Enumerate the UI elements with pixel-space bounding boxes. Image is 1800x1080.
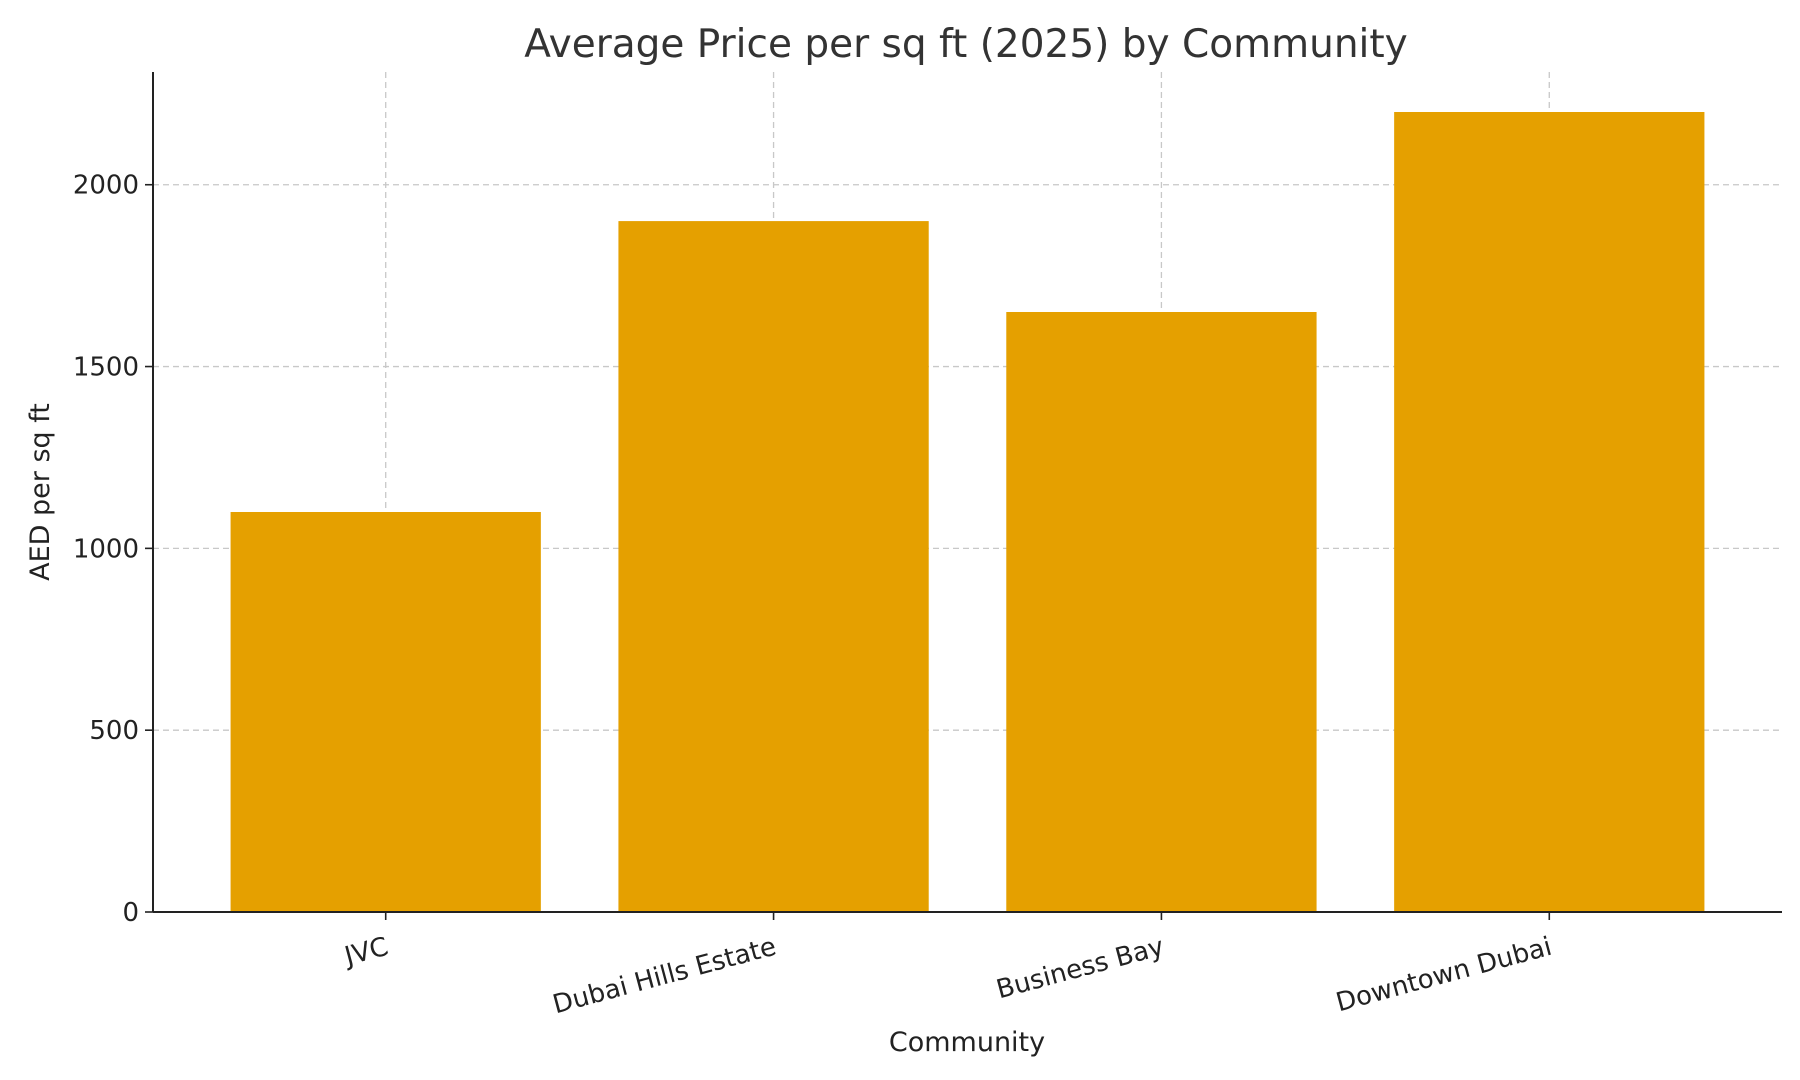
x-tick-label: JVC	[340, 932, 392, 973]
bar	[1006, 312, 1317, 912]
x-axis-label: Community	[889, 1027, 1045, 1058]
bars	[230, 112, 1705, 912]
y-tick-label: 2000	[73, 171, 139, 201]
y-axis-label: AED per sq ft	[25, 403, 56, 581]
axes	[152, 72, 1782, 913]
y-tick-label: 0	[122, 898, 139, 928]
bar	[618, 221, 929, 912]
y-ticks: 0 500 1000 1500 2000	[73, 171, 153, 928]
x-tick-label: Business Bay	[993, 932, 1167, 1006]
y-tick-label: 500	[89, 716, 139, 746]
bar	[1394, 112, 1705, 912]
x-tick-label: Downtown Dubai	[1333, 932, 1555, 1018]
y-tick-label: 1500	[73, 353, 139, 383]
bar	[230, 512, 541, 912]
x-tick-label: Dubai Hills Estate	[550, 932, 780, 1020]
x-ticks: JVC Dubai Hills Estate Business Bay Downtow…	[340, 912, 1555, 1020]
y-tick-label: 1000	[73, 534, 139, 564]
chart-title: Average Price per sq ft (2025) by Commun…	[524, 22, 1408, 67]
